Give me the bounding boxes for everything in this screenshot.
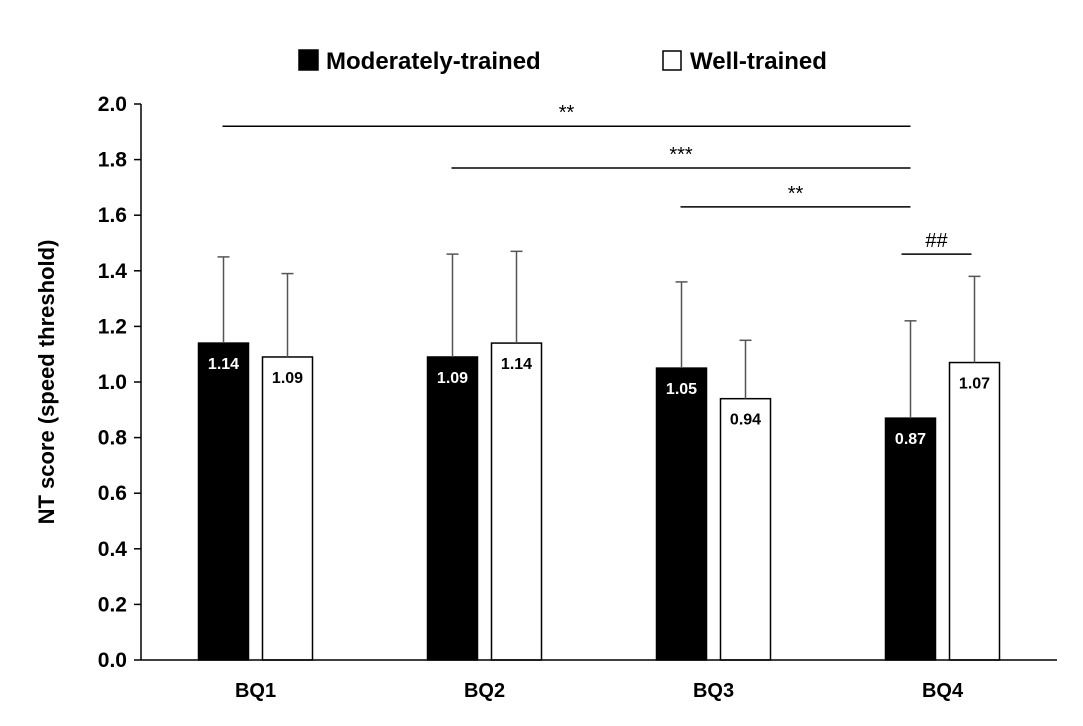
error-bars bbox=[217, 250, 981, 419]
data-label: 1.09 bbox=[272, 370, 303, 387]
legend-swatch-moderately-trained bbox=[298, 49, 319, 71]
y-tick-label: 1.2 bbox=[98, 315, 127, 338]
significance-label: ** bbox=[788, 183, 804, 205]
significance-label: *** bbox=[669, 144, 693, 166]
x-axis-categories: BQ1 BQ2 BQ3 BQ4 bbox=[235, 680, 964, 702]
bar-moderately-trained bbox=[884, 417, 937, 661]
y-tick-label: 1.8 bbox=[98, 149, 128, 172]
y-axis-title: NT score (speed threshold) bbox=[34, 240, 59, 525]
bar-moderately-trained bbox=[197, 342, 250, 661]
legend: Moderately-trained Well-trained bbox=[298, 48, 827, 75]
y-tick-label: 0.0 bbox=[98, 649, 127, 672]
y-tick-label: 2.0 bbox=[98, 93, 127, 116]
bars bbox=[197, 342, 1001, 661]
x-category-label: BQ1 bbox=[235, 680, 276, 702]
data-label: 1.14 bbox=[208, 356, 239, 373]
legend-label-well-trained: Well-trained bbox=[690, 48, 827, 75]
significance-label: ## bbox=[925, 230, 948, 252]
y-tick-label: 1.0 bbox=[98, 371, 127, 394]
y-tick-label: 1.4 bbox=[98, 260, 128, 283]
bar-well-trained bbox=[719, 397, 772, 661]
legend-label-moderately-trained: Moderately-trained bbox=[326, 48, 541, 75]
data-label: 1.07 bbox=[959, 376, 990, 393]
y-tick-label: 0.6 bbox=[98, 482, 127, 505]
bar-well-trained bbox=[948, 361, 1001, 661]
x-category-label: BQ3 bbox=[693, 680, 734, 702]
y-tick-label: 0.2 bbox=[98, 593, 127, 616]
legend-swatch-well-trained bbox=[662, 50, 682, 71]
y-tick-label: 0.4 bbox=[98, 538, 128, 561]
y-tick-label: 1.6 bbox=[98, 204, 127, 227]
bar-moderately-trained bbox=[426, 356, 479, 661]
x-category-label: BQ2 bbox=[464, 680, 505, 702]
x-category-label: BQ4 bbox=[922, 680, 964, 702]
significance-label: ** bbox=[559, 102, 575, 124]
data-labels: 1.14 1.09 1.09 1.14 1.05 0.94 0.87 1.07 bbox=[208, 356, 990, 448]
data-label: 0.94 bbox=[730, 412, 761, 429]
data-label: 0.87 bbox=[895, 431, 926, 448]
bar-moderately-trained bbox=[655, 367, 708, 661]
data-label: 1.05 bbox=[666, 381, 697, 398]
data-label: 1.14 bbox=[501, 356, 532, 373]
bar-well-trained bbox=[490, 342, 543, 661]
data-label: 1.09 bbox=[437, 370, 468, 387]
bar-well-trained bbox=[261, 356, 314, 661]
significance-annotations: *******## bbox=[222, 102, 972, 255]
y-axis-ticks: 0.0 0.2 0.4 0.6 0.8 1.0 1.2 1.4 1.6 1.8 2.0 bbox=[98, 93, 141, 672]
y-tick-label: 0.8 bbox=[98, 427, 128, 450]
